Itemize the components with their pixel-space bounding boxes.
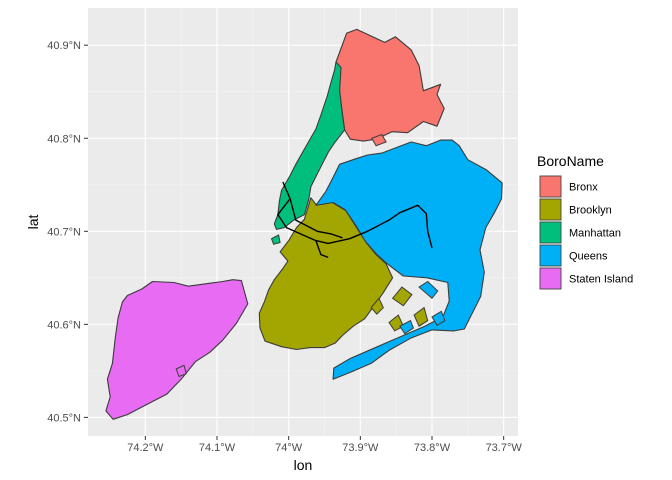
legend-swatch-staten-island	[539, 267, 562, 290]
legend-title: BoroName	[537, 153, 604, 169]
legend-swatch-brooklyn	[539, 198, 562, 221]
legend: BoroName Bronx Brooklyn Manhattan Queens Sta…	[537, 153, 633, 290]
region-staten-island	[105, 279, 249, 420]
y-tick-label: 40.6°N	[47, 319, 81, 331]
y-tick-label: 40.9°N	[47, 40, 81, 52]
y-axis-ticks: 40.5°N 40.6°N 40.7°N 40.8°N 40.9°N	[47, 40, 88, 424]
x-tick-label: 73.9°W	[342, 442, 379, 454]
island-brooklyn	[413, 306, 429, 327]
y-tick-label: 40.5°N	[47, 412, 81, 424]
y-tick-label: 40.8°N	[47, 133, 81, 145]
island-staten-island	[175, 364, 187, 378]
legend-label-manhattan: Manhattan	[569, 228, 621, 240]
y-tick-label: 40.7°N	[47, 226, 81, 238]
legend-swatch-queens	[539, 244, 562, 267]
legend-swatch-manhattan	[539, 221, 562, 244]
island-queens	[418, 280, 439, 300]
legend-swatch-bronx	[539, 175, 562, 198]
region-queens	[315, 139, 503, 380]
x-tick-label: 73.7°W	[486, 442, 523, 454]
x-tick-label: 74°W	[275, 442, 303, 454]
x-axis-ticks: 74.2°W 74.1°W 74°W 73.9°W 73.8°W 73.7°W	[127, 436, 522, 454]
transit-lines	[277, 181, 433, 259]
x-axis-title: lon	[294, 457, 313, 473]
legend-label-brooklyn: Brooklyn	[569, 205, 612, 217]
transit-line	[289, 198, 343, 239]
island-manhattan	[270, 234, 281, 245]
island-queens	[399, 319, 415, 335]
island-brooklyn	[391, 286, 413, 307]
island-queens	[431, 310, 446, 326]
island-bronx	[371, 133, 387, 147]
region-manhattan	[273, 61, 346, 230]
legend-label-queens: Queens	[569, 251, 608, 263]
legend-label-bronx: Bronx	[569, 182, 598, 194]
x-tick-label: 73.8°W	[414, 442, 451, 454]
y-axis-title: lat	[25, 215, 41, 230]
x-tick-label: 74.2°W	[127, 442, 164, 454]
borough-polygons	[105, 28, 503, 420]
legend-label-staten-island: Staten Island	[569, 274, 633, 286]
island-brooklyn	[370, 297, 384, 315]
transit-line	[315, 240, 329, 259]
transit-line	[277, 181, 433, 249]
x-tick-label: 74.1°W	[199, 442, 236, 454]
